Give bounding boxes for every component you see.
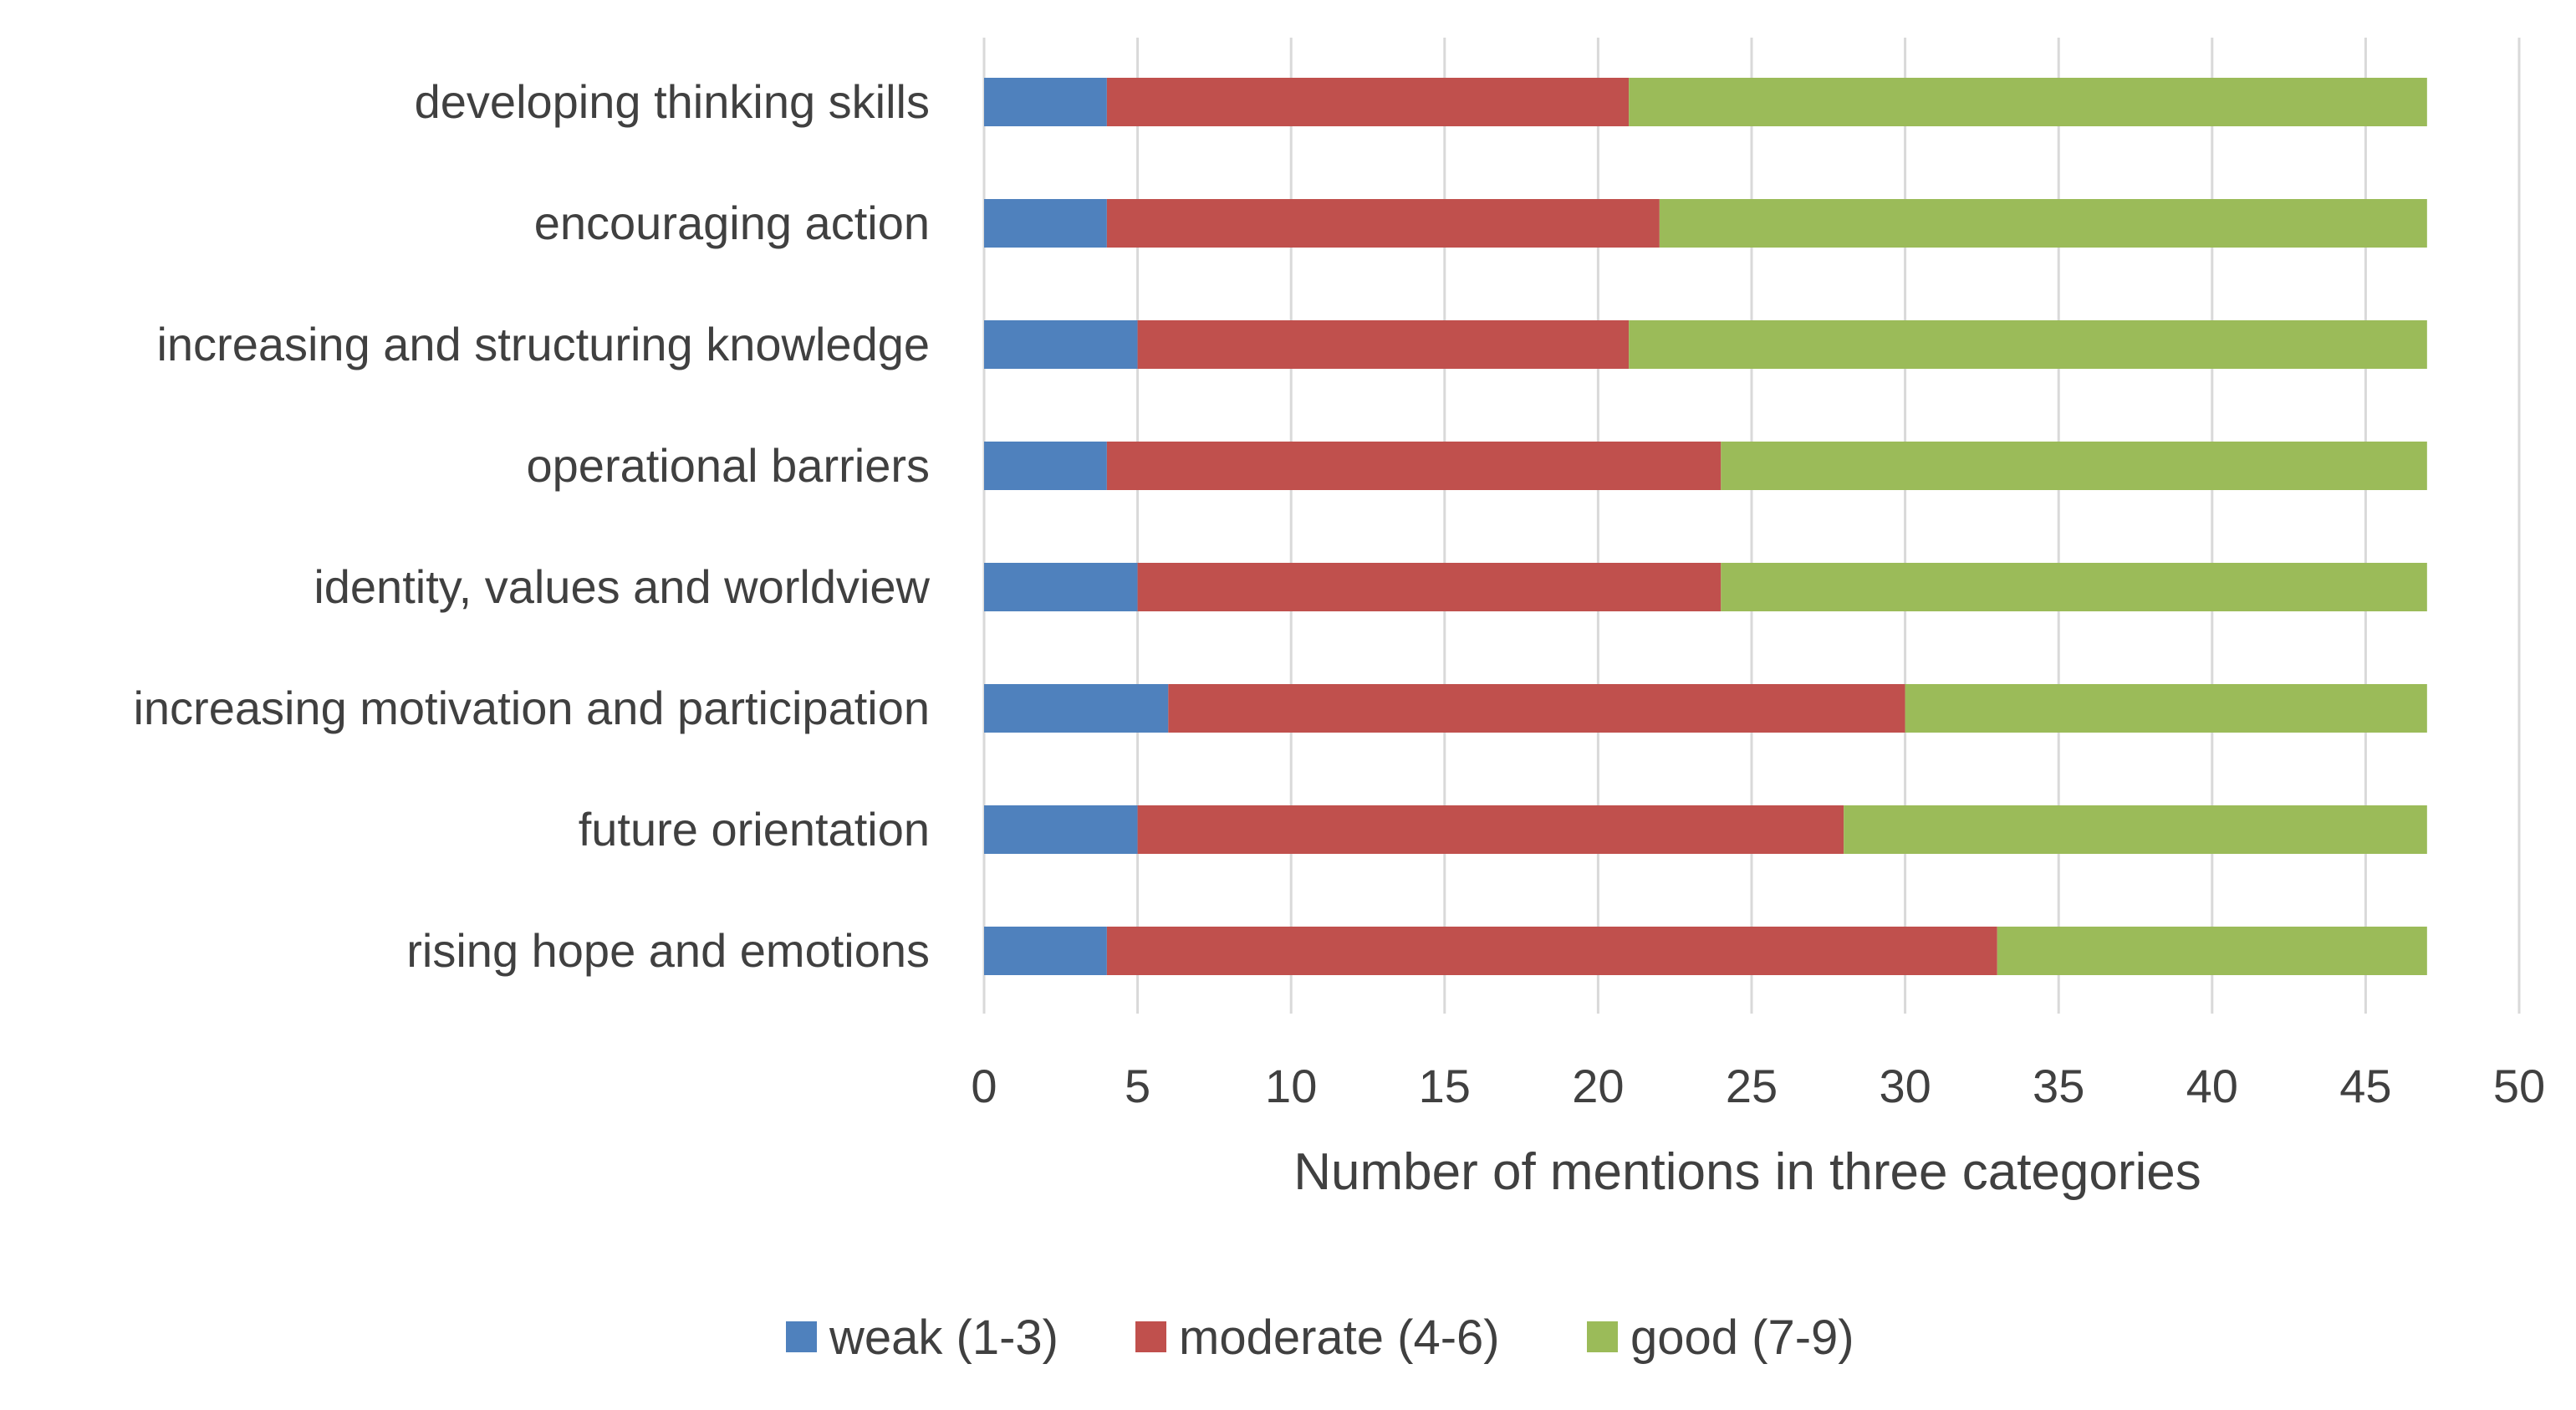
category-label: encouraging action bbox=[534, 197, 930, 249]
x-tick-labels: 0 5 10 15 20 25 30 35 40 45 50 bbox=[971, 1060, 2545, 1112]
x-tick-label: 20 bbox=[1572, 1060, 1624, 1112]
x-tick-label: 5 bbox=[1125, 1060, 1150, 1112]
legend-label: weak (1-3) bbox=[829, 1310, 1058, 1365]
bar-segment-moderate bbox=[1137, 805, 1844, 854]
category-labels: developing thinking skills encouraging ac… bbox=[133, 75, 930, 977]
bar-segment-weak bbox=[984, 805, 1138, 854]
category-label: increasing motivation and participation bbox=[133, 682, 930, 734]
legend-label: good (7-9) bbox=[1630, 1310, 1854, 1365]
category-label: rising hope and emotions bbox=[406, 924, 930, 977]
category-label: identity, values and worldview bbox=[314, 560, 930, 613]
bar-segment-good bbox=[1659, 199, 2427, 248]
bar-segment-good bbox=[1905, 684, 2427, 733]
legend-label: moderate (4-6) bbox=[1179, 1310, 1500, 1365]
legend-swatch bbox=[1587, 1321, 1618, 1352]
x-tick-label: 25 bbox=[1726, 1060, 1778, 1112]
x-axis-title: Number of mentions in three categories bbox=[1293, 1143, 2201, 1201]
legend: weak (1-3) moderate (4-6) good (7-9) bbox=[786, 1310, 1854, 1365]
bar-segment-moderate bbox=[1106, 78, 1630, 126]
x-tick-label: 0 bbox=[971, 1060, 997, 1112]
bar-segment-moderate bbox=[1106, 442, 1722, 490]
category-label: increasing and structuring knowledge bbox=[156, 318, 930, 370]
bar-segment-moderate bbox=[1137, 320, 1630, 369]
bars bbox=[984, 78, 2427, 975]
gridlines bbox=[982, 38, 2521, 1014]
bar-segment-good bbox=[1721, 442, 2427, 490]
bar-segment-weak bbox=[984, 442, 1107, 490]
bar-segment-weak bbox=[984, 927, 1107, 975]
bar-segment-weak bbox=[984, 78, 1107, 126]
legend-swatch bbox=[1135, 1321, 1166, 1352]
bar-segment-weak bbox=[984, 320, 1138, 369]
x-tick-label: 30 bbox=[1879, 1060, 1931, 1112]
bar-segment-good bbox=[1629, 320, 2427, 369]
bar-segment-moderate bbox=[1168, 684, 1905, 733]
x-tick-label: 10 bbox=[1265, 1060, 1317, 1112]
bar-segment-weak bbox=[984, 199, 1107, 248]
bar-segment-moderate bbox=[1106, 199, 1660, 248]
bar-segment-weak bbox=[984, 563, 1138, 611]
x-tick-label: 50 bbox=[2493, 1060, 2545, 1112]
bar-segment-good bbox=[1997, 927, 2427, 975]
x-tick-label: 15 bbox=[1419, 1060, 1471, 1112]
bar-segment-weak bbox=[984, 684, 1169, 733]
category-label: operational barriers bbox=[527, 439, 930, 492]
bar-segment-moderate bbox=[1137, 563, 1722, 611]
bar-segment-moderate bbox=[1106, 927, 1997, 975]
category-label: developing thinking skills bbox=[415, 75, 930, 128]
bar-segment-good bbox=[1629, 78, 2427, 126]
category-label: future orientation bbox=[579, 803, 930, 856]
x-tick-label: 45 bbox=[2339, 1060, 2391, 1112]
x-tick-label: 35 bbox=[2033, 1060, 2084, 1112]
x-tick-label: 40 bbox=[2186, 1060, 2238, 1112]
bar-segment-good bbox=[1844, 805, 2427, 854]
bar-segment-good bbox=[1721, 563, 2427, 611]
legend-swatch bbox=[786, 1321, 817, 1352]
